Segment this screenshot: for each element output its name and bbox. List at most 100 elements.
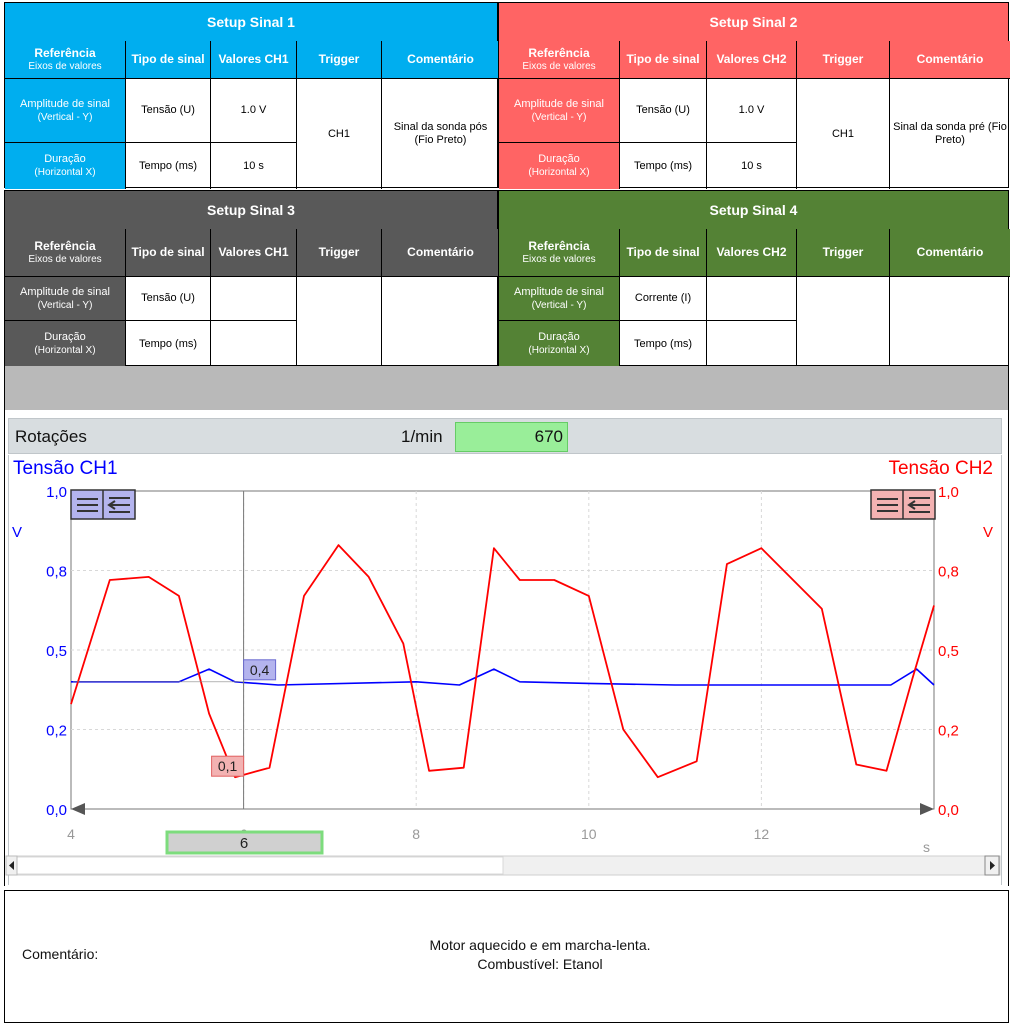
ch1-y-tick-label: 0,8	[46, 564, 67, 581]
ch1-y-tick-label: 0,5	[46, 643, 67, 660]
comment-value	[382, 277, 499, 367]
row-label: Amplitude de sinal (Vertical - Y)	[499, 79, 620, 143]
trigger-text: CH1	[831, 127, 854, 140]
trigger-text: CH1	[327, 127, 350, 140]
signal-type: Tempo (ms)	[126, 143, 211, 189]
comment-text: Motor aquecido e em marcha-lenta. Combus…	[305, 936, 775, 974]
comment-label: Comentário:	[22, 946, 99, 962]
scope-chart: Tensão CH1 Tensão CH2 V V s 0,0 0,0 0,2 0,2…	[5, 458, 1001, 876]
row-label-sub: (Vertical - Y)	[531, 299, 587, 311]
ch1-cursor-value: 0,4	[250, 662, 270, 678]
ch2-channel-button[interactable]	[870, 489, 936, 520]
ch2-series-line	[70, 544, 935, 779]
signal-type: Tempo (ms)	[126, 321, 211, 367]
time-cursor-box[interactable]: 6	[165, 830, 324, 855]
x-tick-label: 10	[581, 826, 597, 842]
setup-sinal-3-panel: Setup Sinal 3 Referência Eixos de valores T…	[4, 190, 499, 367]
row-label-sub: (Horizontal X)	[528, 167, 590, 178]
comment-header-text: Comentário	[407, 52, 474, 66]
row-label-title: Amplitude de sinal	[514, 285, 604, 298]
channel-value-text: 10 s	[741, 159, 762, 172]
type-header: Tipo de sinal	[126, 229, 211, 277]
horizontal-scrollbar[interactable]	[5, 855, 1001, 876]
ch2-cursor-value: 0,1	[218, 758, 238, 774]
comment-value: Sinal da sonda pré (Fio Preto)	[890, 79, 1010, 189]
trigger-header-text: Trigger	[822, 52, 864, 66]
row-label-sub: (Horizontal X)	[34, 345, 96, 356]
rpm-toolbar: Rotações 1/min 670	[8, 418, 1002, 454]
scope-window: Rotações 1/min 670 Tensão CH1 Tensão CH2…	[4, 410, 1009, 886]
values-header-text: Valores CH1	[218, 52, 289, 66]
ch2-y-tick-label: 0,8	[938, 564, 959, 581]
row-label-title: Duração	[44, 331, 86, 343]
values-header: Valores CH1	[211, 41, 297, 79]
channel-value	[211, 277, 297, 321]
comment-line-2: Combustível: Etanol	[477, 956, 603, 972]
ch2-axis-title: Tensão CH2	[888, 458, 993, 479]
channel-value: 1.0 V	[211, 79, 297, 143]
comment-header: Comentário	[382, 41, 499, 79]
ref-header: Referência Eixos de valores	[499, 41, 620, 79]
values-header: Valores CH1	[211, 229, 297, 277]
ref-header: Referência Eixos de valores	[5, 41, 126, 79]
type-header: Tipo de sinal	[620, 41, 707, 79]
comment-header: Comentário	[382, 229, 499, 277]
channel-value: 10 s	[707, 143, 797, 189]
ch2-unit-label: V	[983, 524, 993, 541]
scroll-left-icon	[9, 861, 14, 870]
setup-sinal-4-panel: Setup Sinal 4 Referência Eixos de valores T…	[498, 190, 1010, 367]
signal-type: Tensão (U)	[620, 79, 707, 143]
signal-type-text: Tempo (ms)	[633, 337, 693, 350]
trigger-header: Trigger	[297, 41, 382, 79]
signal-type-text: Corrente (I)	[634, 292, 692, 304]
signal-type-text: Tempo (ms)	[138, 337, 198, 350]
ch2-y-tick-label: 0,2	[938, 723, 959, 740]
channel-value-text: 10 s	[243, 159, 264, 172]
type-header-text: Tipo de sinal	[626, 52, 700, 66]
comment-header-text: Comentário	[407, 245, 474, 259]
ch1-series-line	[71, 668, 935, 686]
row-label-sub: (Vertical - Y)	[37, 111, 93, 123]
ref-header-sub: Eixos de valores	[28, 253, 102, 265]
trigger-header: Trigger	[797, 41, 890, 79]
ch2-zero-marker	[920, 803, 934, 815]
setup-title: Setup Sinal 1	[5, 3, 497, 41]
values-header: Valores CH2	[707, 41, 797, 79]
rpm-value-field: 670	[455, 422, 568, 452]
ref-header-sub: Eixos de valores	[522, 253, 596, 265]
row-label-title: Amplitude de sinal	[514, 97, 604, 110]
channel-value: 10 s	[211, 143, 297, 189]
comment-text: Sinal da sonda pré (Fio Preto)	[893, 121, 1007, 146]
channel-value-text: 1.0 V	[738, 104, 765, 116]
comment-box: Comentário: Motor aquecido e em marcha-l…	[4, 890, 1009, 1023]
row-label: Duração (Horizontal X)	[5, 321, 126, 367]
comment-line-1: Motor aquecido e em marcha-lenta.	[429, 937, 651, 953]
scroll-right-icon	[990, 861, 995, 870]
row-label: Duração (Horizontal X)	[499, 143, 620, 189]
ref-header: Referência Eixos de valores	[5, 229, 126, 277]
signal-type: Tensão (U)	[126, 277, 211, 321]
x-tick-label: 12	[754, 826, 770, 842]
ch1-y-tick-label: 0,0	[46, 802, 67, 819]
ch2-y-tick-label: 1,0	[938, 484, 959, 501]
comment-header: Comentário	[890, 229, 1010, 277]
channel-value	[707, 321, 797, 367]
ch1-channel-button[interactable]	[70, 489, 136, 520]
ref-header: Referência Eixos de valores	[499, 229, 620, 277]
ch1-zero-marker	[71, 803, 85, 815]
ref-header-title: Referência	[528, 238, 590, 253]
trigger-value: CH1	[297, 79, 382, 189]
type-header-text: Tipo de sinal	[131, 52, 205, 66]
ch2-cursor-badge	[211, 755, 245, 777]
row-label-title: Amplitude de sinal	[20, 97, 110, 110]
signal-type-text: Tempo (ms)	[633, 159, 693, 172]
plot-area-background	[8, 455, 1002, 885]
trigger-header: Trigger	[797, 229, 890, 277]
comment-header: Comentário	[890, 41, 1010, 79]
channel-value	[211, 321, 297, 367]
ch2-y-tick-label: 0,5	[938, 643, 959, 660]
trigger-value	[297, 277, 382, 367]
comment-header-text: Comentário	[916, 245, 984, 259]
ch1-unit-label: V	[12, 524, 22, 541]
channel-value	[707, 277, 797, 321]
